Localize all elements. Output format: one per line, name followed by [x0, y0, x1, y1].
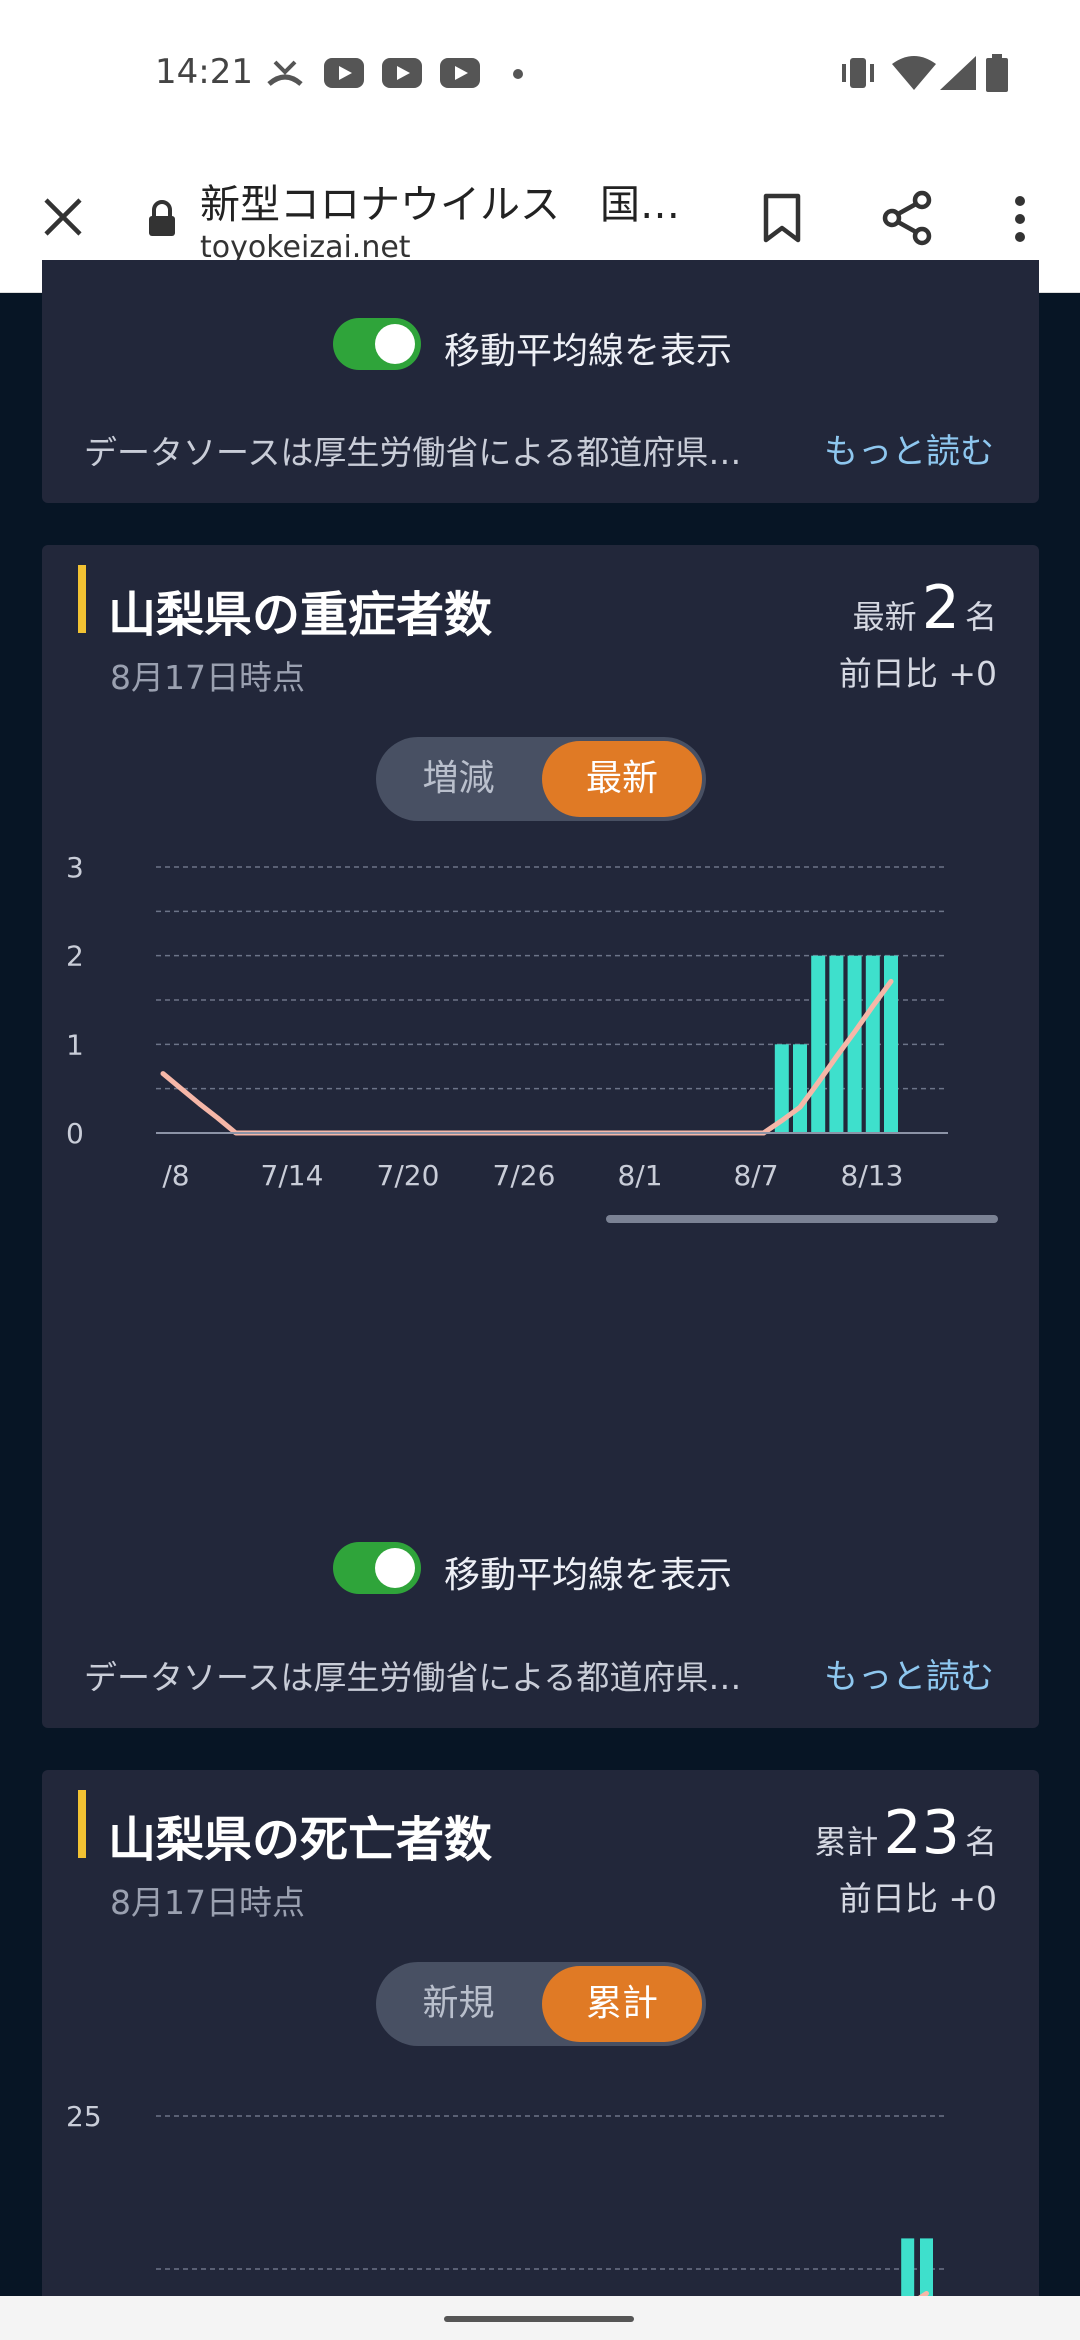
latest-count: 最新 2 名: [853, 573, 997, 643]
missed-call-icon: [267, 60, 303, 86]
youtube-icon: [440, 58, 480, 88]
segment-cumulative[interactable]: 累計: [542, 1966, 702, 2042]
day-over-day: 前日比 +0: [838, 654, 997, 693]
x-tick-label: 8/13: [841, 1159, 904, 1192]
home-indicator[interactable]: [444, 2316, 634, 2322]
y-tick-label: 25: [66, 2100, 102, 2133]
y-tick-label: 1: [66, 1028, 84, 1061]
previous-chart-card: 移動平均線を表示 データソースは厚生労働省による都道府県… もっと読む: [42, 260, 1039, 503]
wifi-icon: [892, 56, 936, 90]
latest-value: 23: [883, 1798, 960, 1868]
bookmark-icon[interactable]: [762, 192, 802, 244]
dot-icon: [513, 69, 523, 79]
severe-cases-card: 山梨県の重症者数 8月17日時点 最新 2 名 前日比 +0 増減 最新 0 1 2…: [42, 545, 1039, 1728]
day-over-day: 前日比 +0: [838, 1879, 997, 1918]
moving-average-label: 移動平均線を表示: [444, 331, 733, 372]
view-mode-switch[interactable]: 新規 累計: [376, 1962, 706, 2046]
segment-latest[interactable]: 最新: [542, 741, 702, 817]
title-accent: [78, 565, 86, 633]
segment-new[interactable]: 新規: [422, 1983, 495, 2024]
bar: [847, 955, 862, 1133]
lock-icon: [149, 200, 175, 236]
x-tick-label: 8/7: [733, 1159, 778, 1192]
latest-label: 累計: [814, 1823, 879, 1861]
moving-average-toggle[interactable]: [333, 318, 421, 370]
read-more-link[interactable]: もっと読む: [824, 432, 994, 472]
x-tick-label: /8: [162, 1159, 189, 1192]
view-mode-switch[interactable]: 増減 最新: [376, 737, 706, 821]
youtube-icon: [382, 58, 422, 88]
close-icon[interactable]: [42, 196, 84, 238]
bar: [793, 1044, 807, 1133]
cumulative-count: 累計 23 名: [814, 1798, 997, 1868]
latest-unit: 名: [964, 1823, 997, 1861]
y-tick-label: 3: [66, 851, 84, 884]
moving-average-label: 移動平均線を表示: [444, 1555, 733, 1596]
more-menu-icon[interactable]: [1012, 194, 1028, 244]
card-date: 8月17日時点: [110, 1883, 305, 1922]
status-time: 14:21: [155, 52, 253, 92]
page-url[interactable]: toyokeizai.net: [200, 230, 411, 265]
bar: [884, 955, 898, 1133]
severe-cases-chart[interactable]: 0 1 2 3/8 7/14 7/20 7/26 8/1 8/7 8/13: [42, 845, 1039, 1255]
x-tick-label: 8/1: [617, 1159, 662, 1192]
chart-scrollbar: [606, 1215, 998, 1223]
battery-icon: [986, 54, 1008, 92]
latest-value: 2: [921, 573, 960, 643]
y-tick-label: 2: [66, 940, 84, 973]
moving-average-toggle[interactable]: [333, 1542, 421, 1594]
card-date: 8月17日時点: [110, 658, 305, 697]
data-source-text: データソースは厚生労働省による都道府県…: [84, 433, 742, 472]
signal-icon: [940, 56, 976, 90]
bar: [829, 955, 844, 1133]
card-title: 山梨県の重症者数: [108, 587, 493, 643]
bar: [811, 955, 826, 1133]
share-icon[interactable]: [882, 190, 934, 246]
x-tick-label: 7/26: [493, 1159, 556, 1192]
bar: [865, 955, 880, 1133]
latest-unit: 名: [964, 598, 997, 636]
title-accent: [78, 1790, 86, 1858]
vibrate-icon: [842, 58, 874, 88]
card-title: 山梨県の死亡者数: [108, 1812, 493, 1868]
latest-label: 最新: [852, 598, 917, 636]
x-tick-label: 7/14: [261, 1159, 324, 1192]
x-tick-label: 7/20: [377, 1159, 440, 1192]
segment-change[interactable]: 増減: [422, 758, 495, 799]
read-more-link[interactable]: もっと読む: [824, 1657, 994, 1697]
deaths-card: 山梨県の死亡者数 8月17日時点 累計 23 名 前日比 +0 新規 累計 20…: [42, 1770, 1039, 2340]
bar: [774, 1044, 789, 1133]
page-title[interactable]: 新型コロナウイルス 国…: [200, 182, 680, 228]
y-tick-label: 0: [66, 1117, 84, 1150]
data-source-text: データソースは厚生労働省による都道府県…: [84, 1658, 742, 1697]
youtube-icon: [324, 58, 364, 88]
status-bar: 14:21: [0, 0, 1080, 150]
